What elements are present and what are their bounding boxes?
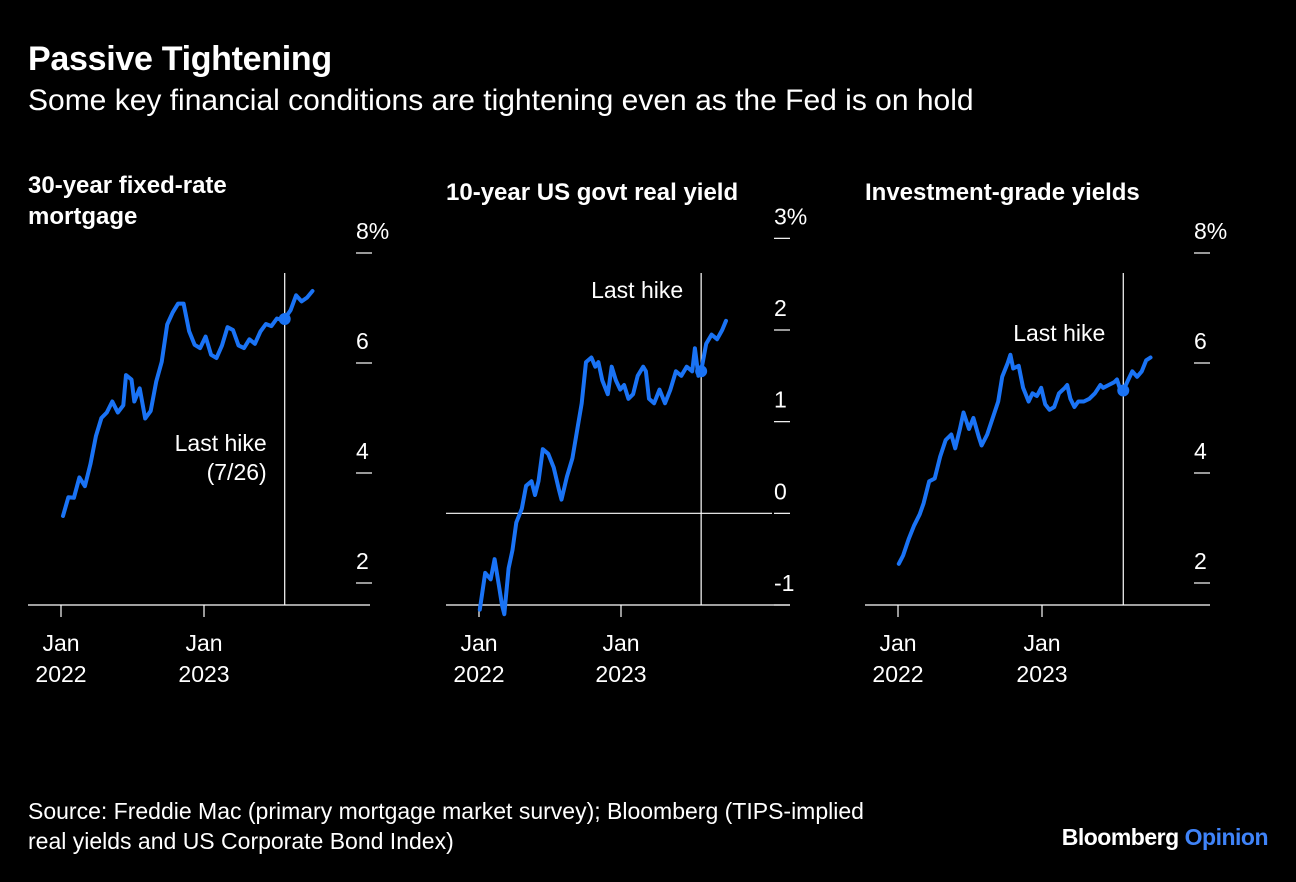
- panel-title: 30-year fixed-rate: [28, 172, 227, 199]
- event-marker: [695, 365, 708, 378]
- y-tick-label: 4: [356, 438, 369, 464]
- x-tick-label: Jan: [185, 630, 222, 656]
- brand-opinion: Opinion: [1184, 824, 1269, 850]
- source-note: Source: Freddie Mac (primary mortgage ma…: [28, 796, 1028, 856]
- x-tick-label: Jan: [1023, 630, 1060, 656]
- source-line-2: real yields and US Corporate Bond Index): [28, 828, 454, 854]
- x-tick-label: Jan: [460, 630, 497, 656]
- chart-subtitle: Some key financial conditions are tighte…: [28, 84, 974, 117]
- brand-logo: Bloomberg Opinion: [1061, 824, 1269, 851]
- y-tick-label: 6: [356, 328, 369, 354]
- event-label: Last hike: [175, 430, 267, 456]
- y-tick-label: 4: [1194, 438, 1207, 464]
- y-tick-label: 2: [356, 548, 369, 574]
- series-line: [61, 289, 315, 518]
- x-tick-label: 2022: [872, 661, 923, 687]
- panel-title: 10-year US govt real yield: [446, 179, 738, 206]
- event-label: Last hike: [591, 277, 683, 303]
- brand-name: Bloomberg: [1061, 824, 1179, 850]
- panel-title: mortgage: [28, 203, 137, 230]
- x-tick-label: Jan: [42, 630, 79, 656]
- panel-title: Investment-grade yields: [865, 179, 1140, 206]
- event-label: (7/26): [207, 459, 267, 485]
- chart-title: Passive Tightening: [28, 40, 332, 78]
- chart-panel-3: Investment-grade yields 2 4 6 8% Jan 2022 Jan 20…: [865, 179, 1227, 687]
- y-tick-label: 8%: [356, 218, 389, 244]
- chart-panel-1: 30-year fixed-rate mortgage 2 4 6 8% Jan 2022 Ja…: [28, 172, 389, 687]
- y-tick-label: 0: [774, 478, 787, 504]
- event-marker: [278, 313, 291, 325]
- event-marker: [1117, 384, 1130, 397]
- y-tick-label: 2: [1194, 548, 1207, 574]
- x-tick-label: 2022: [35, 661, 86, 687]
- x-tick-label: 2023: [1016, 661, 1067, 687]
- series-line: [896, 352, 1153, 566]
- x-tick-label: Jan: [879, 630, 916, 656]
- series-line: [477, 318, 728, 617]
- y-tick-label: 2: [774, 295, 787, 321]
- y-tick-label: 1: [774, 387, 787, 413]
- x-tick-label: 2022: [453, 661, 504, 687]
- x-tick-label: Jan: [602, 630, 639, 656]
- event-label: Last hike: [1013, 320, 1105, 346]
- x-tick-label: 2023: [178, 661, 229, 687]
- source-line-1: Source: Freddie Mac (primary mortgage ma…: [28, 798, 864, 824]
- chart-panel-2: 10-year US govt real yield -1 0 1 2 3% Jan 2022…: [446, 179, 807, 687]
- x-tick-label: 2023: [595, 661, 646, 687]
- y-tick-label: 3%: [774, 203, 807, 229]
- y-tick-label: 8%: [1194, 218, 1227, 244]
- y-tick-label: 6: [1194, 328, 1207, 354]
- y-tick-label: -1: [774, 570, 794, 596]
